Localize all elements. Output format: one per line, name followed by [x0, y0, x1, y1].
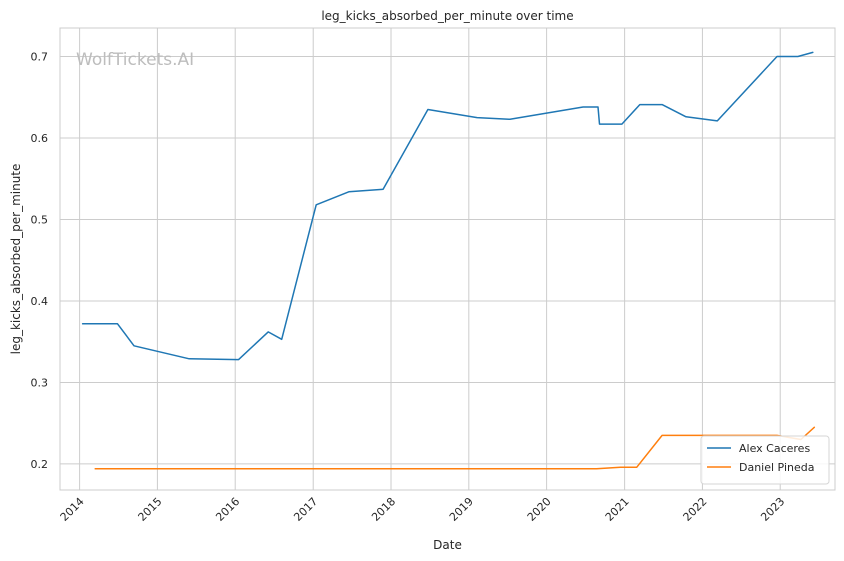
- legend-label-alex-caceres: Alex Caceres: [739, 442, 810, 455]
- plot-background: [60, 28, 835, 490]
- legend-label-daniel-pineda: Daniel Pineda: [739, 461, 814, 474]
- x-tick-label: 2014: [58, 495, 87, 524]
- y-tick-label: 0.3: [31, 376, 49, 389]
- x-tick-label: 2019: [447, 495, 476, 524]
- y-tick-label: 0.5: [31, 213, 49, 226]
- legend: Alex Caceres Daniel Pineda: [700, 435, 830, 485]
- y-tick-labels: 0.2 0.3 0.4 0.5 0.6 0.7: [31, 51, 49, 471]
- plot-frame: [59, 27, 836, 491]
- x-axis-title: Date: [433, 538, 462, 552]
- x-tick-labels: 2014 2015 2016 2017 2018 2019 2020 2021 2022 2023: [58, 495, 788, 524]
- x-tick-label: 2023: [758, 495, 787, 524]
- y-tick-label: 0.4: [31, 295, 49, 308]
- x-tick-label: 2017: [291, 495, 320, 524]
- legend-box: [700, 435, 830, 485]
- y-axis-title: leg_kicks_absorbed_per_minute: [9, 164, 23, 355]
- x-tick-label: 2016: [213, 495, 242, 524]
- series-line-alex-caceres: [81, 51, 814, 361]
- x-tick-label: 2018: [369, 495, 398, 524]
- x-tick-label: 2021: [603, 495, 632, 524]
- x-tick-label: 2022: [681, 495, 710, 524]
- y-tick-label: 0.2: [31, 458, 49, 471]
- x-tick-label: 2020: [525, 495, 554, 524]
- grid: [60, 28, 835, 490]
- x-tick-label: 2015: [136, 495, 165, 524]
- watermark: WolfTickets.AI: [76, 50, 194, 70]
- y-tick-label: 0.7: [31, 51, 49, 64]
- y-tick-label: 0.6: [31, 132, 49, 145]
- chart-title: leg_kicks_absorbed_per_minute over time: [321, 9, 573, 23]
